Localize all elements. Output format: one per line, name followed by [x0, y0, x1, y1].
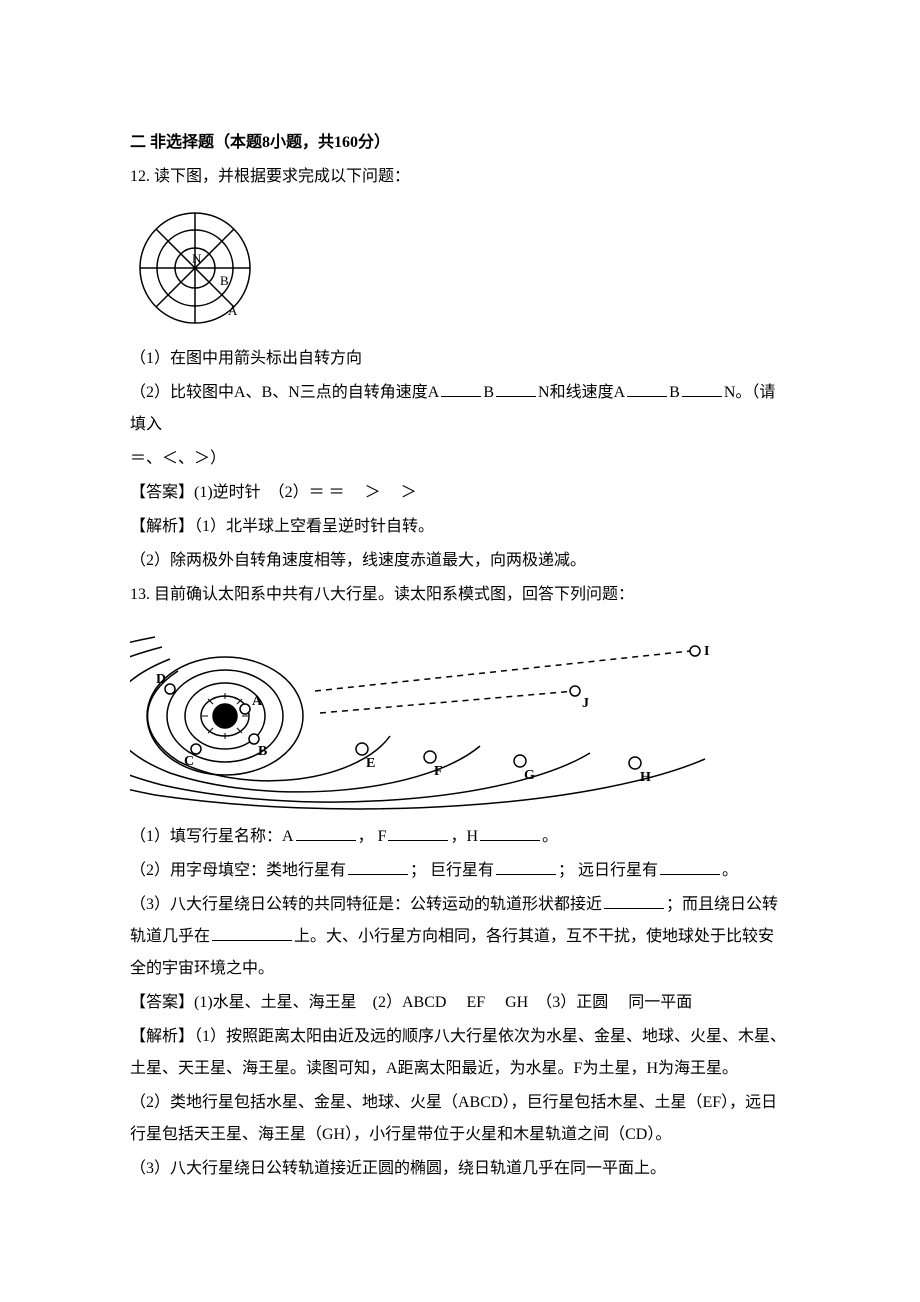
fig2-label-j: J — [582, 696, 589, 711]
q12-sub2-part-b: B — [483, 384, 494, 401]
blank — [627, 381, 667, 397]
blank — [682, 381, 722, 397]
q12-sub2-part-a: （2）比较图中A、B、N三点的自转角速度A — [130, 384, 439, 401]
q13-explain-3: （3）八大行星绕日公转轨道接近正圆的椭圆，绕日轨道几乎在同一平面上。 — [130, 1153, 790, 1185]
q13-sub2-c: ； 远日行星有 — [558, 862, 658, 879]
fig2-label-a: A — [252, 694, 263, 709]
blank — [212, 925, 292, 941]
q12-sub2-part-d: B — [669, 384, 680, 401]
q13-sub1-a: （1）填写行星名称：A — [130, 828, 294, 845]
fig2-label-g: G — [524, 768, 535, 783]
q13-sub1-b: ， F — [358, 828, 387, 845]
fig2-label-c: C — [184, 754, 194, 769]
blank — [660, 859, 720, 875]
q13-sub2-d: 。 — [722, 862, 738, 879]
q13-sub3-b: ；而且绕日公转 — [666, 896, 778, 913]
fig1-label-n: N — [192, 251, 202, 266]
q12-sub2-line2: ＝、＜、＞） — [130, 443, 790, 475]
fig1-label-a: A — [228, 303, 238, 318]
fig2-label-b: B — [258, 744, 267, 759]
q12-sub1: （1）在图中用箭头标出自转方向 — [130, 343, 790, 375]
fig2-label-f: F — [434, 764, 443, 779]
figure-2-solar-system: A B C D E F G H I J — [130, 621, 790, 811]
q13-sub3-a: （3）八大行星绕日公转的共同特征是：公转运动的轨道形状都接近 — [130, 896, 602, 913]
q12-answer: 【答案】(1)逆时针 （2）＝ ＝ ＞ ＞ — [130, 477, 790, 509]
q13-sub2-b: ； 巨行星有 — [410, 862, 494, 879]
blank — [604, 893, 664, 909]
q13-sub1: （1）填写行星名称：A ， F ，H 。 — [130, 821, 790, 853]
q13-answer: 【答案】(1)水星、土星、海王星 (2）ABCD EF GH （3）正圆 同一平… — [130, 987, 790, 1019]
q13-sub3-c: 轨道几乎在 — [130, 928, 210, 945]
q12-sub2: （2）比较图中A、B、N三点的自转角速度ABN和线速度ABN。（请填入 — [130, 377, 790, 441]
q13-sub2-a: （2）用字母填空：类地行星有 — [130, 862, 346, 879]
fig2-label-e: E — [366, 756, 375, 771]
blank — [496, 381, 536, 397]
q12-explain-1: 【解析】（1）北半球上空看呈逆时针自转。 — [130, 511, 790, 543]
section-heading: 二 非选择题（本题8小题，共160分） — [130, 127, 790, 159]
q13-sub2: （2）用字母填空：类地行星有 ； 巨行星有 ； 远日行星有 。 — [130, 855, 790, 887]
blank — [441, 381, 481, 397]
q13-stem-text: 目前确认太阳系中共有八大行星。读太阳系模式图，回答下列问题： — [154, 586, 634, 603]
blank — [480, 825, 540, 841]
q13-sub3: （3）八大行星绕日公转的共同特征是：公转运动的轨道形状都接近 ；而且绕日公转 轨道… — [130, 889, 790, 985]
blank — [296, 825, 356, 841]
q12-number: 12. — [130, 168, 150, 185]
q12-stem: 12. 读下图，并根据要求完成以下问题： — [130, 161, 790, 193]
figure-1-polar-grid: N A B — [130, 203, 790, 333]
q13-explain-1: 【解析】（1）按照距离太阳由近及远的顺序八大行星依次为水星、金星、地球、火星、木… — [130, 1021, 790, 1085]
fig1-label-b: B — [220, 273, 229, 288]
q13-sub1-c: ，H — [450, 828, 478, 845]
fig2-label-h: H — [640, 770, 651, 785]
fig2-label-d: D — [156, 672, 166, 687]
q13-sub1-d: 。 — [542, 828, 558, 845]
blank — [496, 859, 556, 875]
q13-number: 13. — [130, 586, 150, 603]
blank — [388, 825, 448, 841]
q12-stem-text: 读下图，并根据要求完成以下问题： — [154, 168, 410, 185]
fig2-label-i: I — [704, 644, 709, 659]
q12-sub2-part-c: N和线速度A — [538, 384, 625, 401]
blank — [348, 859, 408, 875]
q13-explain-2: （2）类地行星包括水星、金星、地球、火星（ABCD），巨行星包括木星、土星（EF… — [130, 1087, 790, 1151]
q13-stem: 13. 目前确认太阳系中共有八大行星。读太阳系模式图，回答下列问题： — [130, 579, 790, 611]
q12-explain-2: （2）除两极外自转角速度相等，线速度赤道最大，向两极递减。 — [130, 545, 790, 577]
